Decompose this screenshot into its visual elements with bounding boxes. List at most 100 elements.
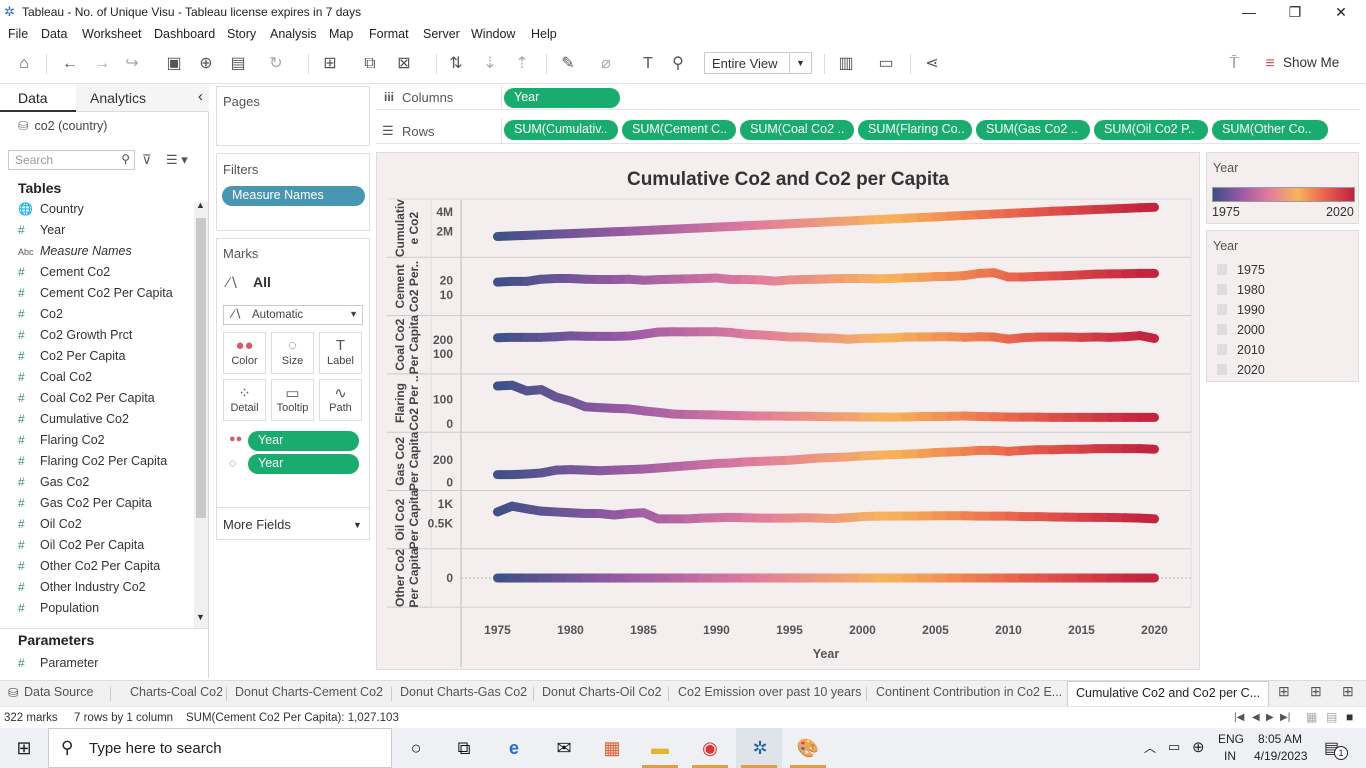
parameter-item[interactable]: # Parameter bbox=[18, 656, 193, 677]
next-page-icon[interactable]: ▶ bbox=[1266, 712, 1274, 723]
tabs-view-icon[interactable]: ■ bbox=[1346, 710, 1354, 724]
filmstrip-view-icon[interactable]: ▤ bbox=[1326, 710, 1338, 724]
label-button[interactable]: T Label bbox=[319, 332, 362, 374]
field-item[interactable]: # Oil Co2 Per Capita bbox=[18, 538, 193, 559]
grid-view-icon[interactable]: ▦ bbox=[1306, 710, 1318, 724]
taskbar-search-input[interactable]: ⚲ Type here to search bbox=[48, 728, 392, 768]
view-options-icon[interactable]: ☰ ▾ bbox=[166, 152, 188, 167]
show-cards-icon[interactable]: ▥ bbox=[838, 55, 854, 72]
first-page-icon[interactable]: |◀ bbox=[1234, 712, 1245, 723]
format-painter-icon[interactable]: ⍑ bbox=[1229, 55, 1239, 72]
filter-icon[interactable]: ⊽ bbox=[142, 152, 152, 167]
edge-icon[interactable]: e bbox=[508, 738, 519, 758]
file-explorer-icon[interactable]: ▬ bbox=[651, 738, 669, 758]
clock-date[interactable]: 4/19/2023 bbox=[1254, 749, 1308, 763]
rows-pill-gas[interactable]: SUM(Gas Co2 .. bbox=[976, 120, 1090, 140]
tab-data[interactable]: Data bbox=[0, 84, 76, 112]
sheet-tab-active[interactable]: Cumulative Co2 and Co2 per C... bbox=[1067, 681, 1269, 707]
more-fields-label[interactable]: More Fields bbox=[223, 517, 291, 532]
scroll-up-icon[interactable]: ▲ bbox=[196, 200, 205, 210]
field-item[interactable]: # Coal Co2 bbox=[18, 370, 193, 391]
search-input[interactable]: Search ⚲ bbox=[8, 150, 135, 170]
field-item[interactable]: # Other Co2 Per Capita bbox=[18, 559, 193, 580]
sheet-tab[interactable]: Continent Contribution in Co2 E... bbox=[876, 685, 1062, 699]
share-icon[interactable]: ⋖ bbox=[925, 55, 939, 72]
legend-item[interactable]: 2010 bbox=[1217, 343, 1265, 357]
task-view-icon[interactable]: ⧉ bbox=[457, 738, 471, 758]
menu-help[interactable]: Help bbox=[531, 27, 557, 41]
home-icon[interactable]: ⌂ bbox=[19, 55, 29, 72]
chevron-down-icon[interactable]: ▼ bbox=[353, 520, 362, 530]
field-item[interactable]: # Co2 bbox=[18, 307, 193, 328]
field-item[interactable]: # Cement Co2 Per Capita bbox=[18, 286, 193, 307]
highlight-icon[interactable]: ✎ bbox=[561, 55, 575, 72]
swap-icon[interactable]: ⇅ bbox=[449, 55, 463, 72]
tab-data-source[interactable]: Data Source bbox=[24, 685, 94, 699]
new-datasource-icon[interactable]: ⊕ bbox=[199, 55, 213, 72]
fix-axes-icon[interactable]: ⚲ bbox=[672, 55, 684, 72]
legend-item[interactable]: 1980 bbox=[1217, 283, 1265, 297]
color-button[interactable]: ●● Color bbox=[223, 332, 266, 374]
windows-start-icon[interactable]: ⊞ bbox=[16, 738, 32, 758]
rows-pill-oil[interactable]: SUM(Oil Co2 P.. bbox=[1094, 120, 1208, 140]
legend-item[interactable]: 1975 bbox=[1217, 263, 1265, 277]
marks-all-label[interactable]: All bbox=[253, 274, 271, 290]
duplicate-icon[interactable]: ⧉ bbox=[364, 55, 376, 72]
mark-type-dropdown[interactable]: ∕∖ Automatic ▼ bbox=[223, 305, 363, 325]
field-item[interactable]: # Population bbox=[18, 601, 193, 622]
field-item[interactable]: # Co2 Growth Prct bbox=[18, 328, 193, 349]
paint-icon[interactable]: 🎨 bbox=[796, 738, 820, 758]
legend-item[interactable]: 1990 bbox=[1217, 303, 1265, 317]
menu-server[interactable]: Server bbox=[423, 27, 460, 41]
tray-expand-icon[interactable]: ︿ bbox=[1144, 741, 1157, 755]
color-pill-year[interactable]: Year bbox=[248, 431, 359, 451]
scrollbar-thumb[interactable] bbox=[196, 218, 206, 518]
presentation-mode-icon[interactable]: ▭ bbox=[878, 55, 894, 72]
filter-pill-measure-names[interactable]: Measure Names bbox=[222, 186, 365, 206]
show-me-button[interactable]: Show Me bbox=[1283, 55, 1340, 70]
sheet-tab[interactable]: Charts-Coal Co2 bbox=[130, 685, 222, 699]
field-item[interactable]: # Co2 Per Capita bbox=[18, 349, 193, 370]
tableau-taskbar-icon[interactable]: ✲ bbox=[752, 738, 768, 758]
tab-analytics[interactable]: Analytics ‹ bbox=[76, 84, 209, 112]
menu-analysis[interactable]: Analysis bbox=[270, 27, 317, 41]
field-item[interactable]: # Oil Co2 bbox=[18, 517, 193, 538]
save-icon[interactable]: ▣ bbox=[166, 55, 182, 72]
last-page-icon[interactable]: ▶| bbox=[1280, 712, 1291, 723]
clock-time[interactable]: 8:05 AM bbox=[1258, 732, 1303, 746]
clear-sheet-icon[interactable]: ⊠ bbox=[397, 55, 411, 72]
collapse-pane-icon[interactable]: ‹ bbox=[198, 88, 203, 105]
menu-map[interactable]: Map bbox=[329, 27, 354, 41]
viz-canvas[interactable]: Cumulative Co2 and Co2 per Capita Cumulat… bbox=[376, 152, 1200, 670]
rows-pill-flaring[interactable]: SUM(Flaring Co.. bbox=[858, 120, 972, 140]
prev-page-icon[interactable]: ◀ bbox=[1252, 712, 1260, 723]
menu-dashboard[interactable]: Dashboard bbox=[154, 27, 216, 41]
field-item[interactable]: # Coal Co2 Per Capita bbox=[18, 391, 193, 412]
rows-pill-coal[interactable]: SUM(Coal Co2 .. bbox=[740, 120, 854, 140]
rows-pill-cement[interactable]: SUM(Cement C.. bbox=[622, 120, 736, 140]
chart-svg[interactable]: Cumulative Co2 and Co2 per Capita Cumulat… bbox=[377, 153, 1199, 669]
field-item[interactable]: # Other Industry Co2 bbox=[18, 580, 193, 601]
datasource-item[interactable]: ⛁ co2 (country) bbox=[18, 118, 107, 133]
legend-item[interactable]: 2000 bbox=[1217, 323, 1265, 337]
field-item[interactable]: 🌐 Country bbox=[18, 202, 193, 223]
field-item[interactable]: # Year bbox=[18, 223, 193, 244]
group-icon[interactable]: ⌀ bbox=[601, 55, 611, 72]
show-labels-icon[interactable]: T bbox=[643, 55, 653, 72]
field-item[interactable]: Abc Measure Names bbox=[18, 244, 193, 265]
rows-pill-cumulative[interactable]: SUM(Cumulativ.. bbox=[504, 120, 618, 140]
path-button[interactable]: ∿ Path bbox=[319, 379, 362, 421]
language-label[interactable]: ENG bbox=[1218, 732, 1245, 746]
undo-icon[interactable]: ← bbox=[62, 55, 78, 72]
field-item[interactable]: # Flaring Co2 bbox=[18, 433, 193, 454]
fit-dropdown[interactable]: Entire View ▼ bbox=[704, 52, 812, 74]
menu-window[interactable]: Window bbox=[471, 27, 516, 41]
redo-icon[interactable]: → bbox=[94, 55, 110, 72]
sheet-tab[interactable]: Donut Charts-Cement Co2 bbox=[235, 685, 383, 699]
sheet-tab[interactable]: Donut Charts-Gas Co2 bbox=[400, 685, 528, 699]
replay-icon[interactable]: ↪ bbox=[125, 55, 139, 72]
columns-pill-year[interactable]: Year bbox=[504, 88, 620, 108]
new-worksheet-icon[interactable]: ⊞ bbox=[323, 55, 337, 72]
restore-button[interactable]: ❐ bbox=[1288, 4, 1302, 20]
minimize-button[interactable]: — bbox=[1242, 4, 1256, 20]
